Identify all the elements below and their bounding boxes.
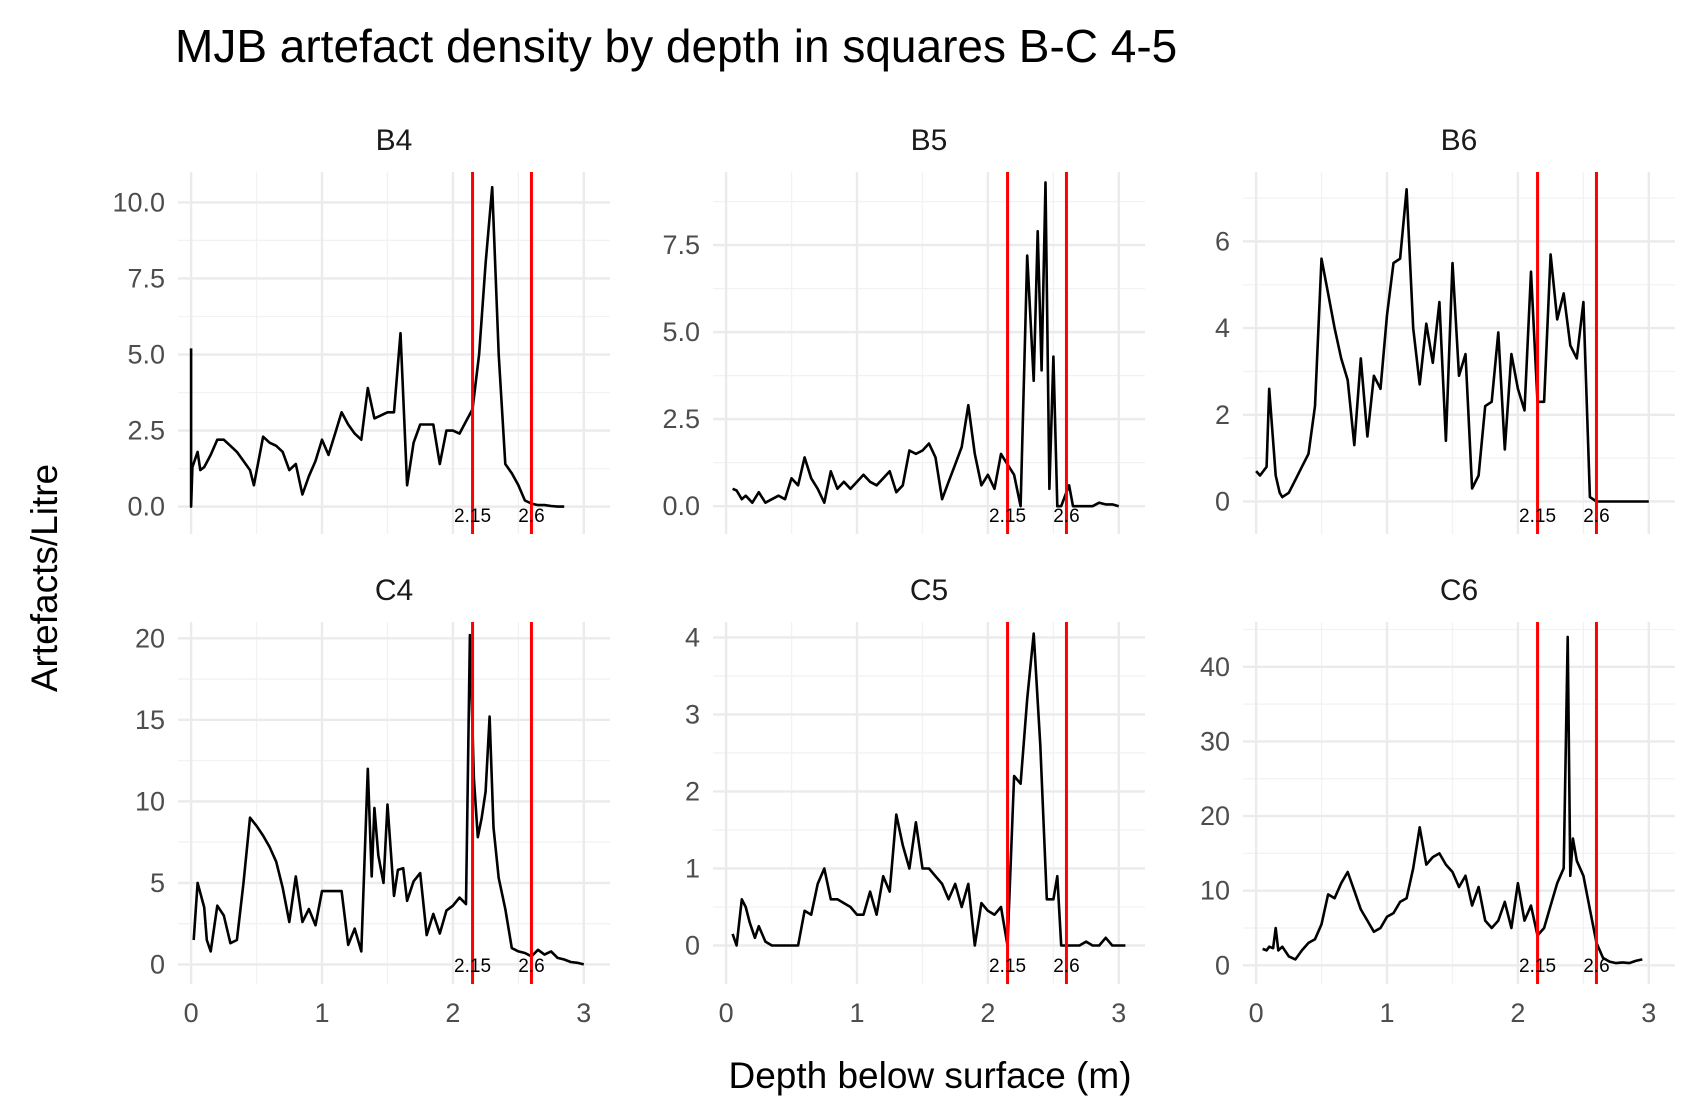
y-tick-label: 0 bbox=[1215, 486, 1230, 516]
x-axis-title: Depth below surface (m) bbox=[728, 1055, 1131, 1096]
y-tick-label: 2 bbox=[1215, 400, 1230, 430]
reference-line-label: 2.6 bbox=[1053, 956, 1079, 977]
reference-line-label: 2.6 bbox=[518, 506, 544, 527]
facet-panels: B4 0.0 2.5 5.0 7.5 10.0 2.15 2.6 B5 0.0 2.5 5.0 7.5 2… bbox=[112, 124, 1675, 1028]
series-line bbox=[1262, 635, 1643, 965]
y-tick-label: 0.0 bbox=[662, 491, 700, 521]
y-tick-label: 10 bbox=[135, 786, 165, 816]
y-tick-label: 2.5 bbox=[662, 404, 700, 434]
y-tick-label: 0.0 bbox=[127, 492, 165, 522]
chart-title: MJB artefact density by depth in squares… bbox=[175, 20, 1177, 72]
y-tick-label: 15 bbox=[135, 705, 165, 735]
panel-c4: C4 0 5 10 15 20 0 1 2 3 2.15 2.6 bbox=[135, 574, 610, 1028]
x-tick-label: 3 bbox=[1641, 998, 1656, 1028]
x-tick-label: 2 bbox=[1510, 998, 1525, 1028]
x-tick-label: 1 bbox=[1379, 998, 1394, 1028]
reference-line-label: 2.15 bbox=[989, 506, 1026, 527]
y-tick-label: 6 bbox=[1215, 226, 1230, 256]
reference-line-label: 2.6 bbox=[1583, 506, 1609, 527]
series-line bbox=[731, 632, 1126, 947]
x-tick-label: 0 bbox=[719, 998, 734, 1028]
y-tick-label: 2 bbox=[685, 776, 700, 806]
y-axis-title: Artefacts/Litre bbox=[24, 464, 65, 692]
x-tick-label: 3 bbox=[576, 998, 591, 1028]
reference-line-label: 2.15 bbox=[1519, 506, 1556, 527]
reference-line-label: 2.6 bbox=[1053, 506, 1079, 527]
y-tick-label: 5.0 bbox=[127, 340, 165, 370]
y-tick-label: 0 bbox=[685, 930, 700, 960]
y-tick-label: 5 bbox=[150, 868, 165, 898]
series-line bbox=[189, 185, 565, 508]
facet-label: B5 bbox=[911, 124, 948, 157]
x-tick-label: 2 bbox=[445, 998, 460, 1028]
x-tick-label: 0 bbox=[1249, 998, 1264, 1028]
x-tick-label: 1 bbox=[314, 998, 329, 1028]
y-tick-label: 7.5 bbox=[662, 230, 700, 260]
x-tick-label: 1 bbox=[849, 998, 864, 1028]
y-tick-label: 7.5 bbox=[127, 263, 165, 293]
y-tick-label: 40 bbox=[1200, 652, 1230, 682]
y-tick-label: 2.5 bbox=[127, 416, 165, 446]
y-tick-label: 4 bbox=[685, 622, 700, 652]
y-tick-label: 20 bbox=[1200, 801, 1230, 831]
series-line bbox=[1255, 188, 1649, 503]
x-tick-label: 0 bbox=[184, 998, 199, 1028]
panel-b4: B4 0.0 2.5 5.0 7.5 10.0 2.15 2.6 bbox=[112, 124, 610, 534]
panel-b6: B6 0 2 4 6 2.15 2.6 bbox=[1215, 124, 1675, 534]
facet-label: C4 bbox=[375, 574, 413, 607]
y-tick-label: 10 bbox=[1200, 876, 1230, 906]
facet-label: B6 bbox=[1441, 124, 1478, 157]
panel-c5: C5 0 1 2 3 4 0 1 2 3 2.15 2.6 bbox=[685, 574, 1145, 1028]
panel-b5: B5 0.0 2.5 5.0 7.5 2.15 2.6 bbox=[662, 124, 1145, 534]
y-tick-label: 30 bbox=[1200, 726, 1230, 756]
x-tick-label: 3 bbox=[1111, 998, 1126, 1028]
y-tick-label: 0 bbox=[1215, 950, 1230, 980]
reference-line-label: 2.6 bbox=[518, 956, 544, 977]
x-tick-label: 2 bbox=[980, 998, 995, 1028]
y-tick-label: 1 bbox=[685, 853, 700, 883]
y-tick-label: 0 bbox=[150, 949, 165, 979]
reference-line-label: 2.15 bbox=[454, 506, 491, 527]
facet-label: B4 bbox=[376, 124, 413, 157]
y-tick-label: 5.0 bbox=[662, 317, 700, 347]
reference-line-label: 2.15 bbox=[1519, 956, 1556, 977]
y-tick-label: 20 bbox=[135, 623, 165, 653]
reference-line-label: 2.15 bbox=[989, 956, 1026, 977]
facet-label: C5 bbox=[910, 574, 948, 607]
reference-line-label: 2.6 bbox=[1583, 956, 1609, 977]
y-tick-label: 3 bbox=[685, 699, 700, 729]
facet-label: C6 bbox=[1440, 574, 1478, 607]
y-tick-label: 10.0 bbox=[112, 187, 165, 217]
reference-line-label: 2.15 bbox=[454, 956, 491, 977]
y-tick-label: 4 bbox=[1215, 313, 1230, 343]
series-line bbox=[192, 633, 585, 966]
series-line bbox=[732, 181, 1120, 508]
panel-c6: C6 0 10 20 30 40 0 1 2 3 2.15 2.6 bbox=[1200, 574, 1675, 1028]
